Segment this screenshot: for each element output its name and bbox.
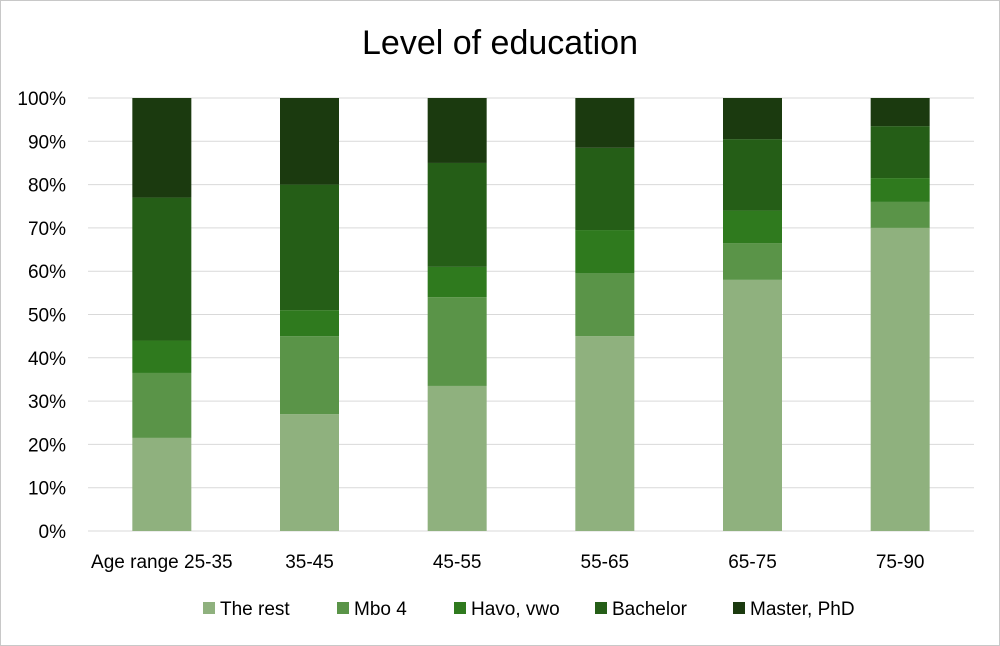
x-tick-label: 35-45 bbox=[285, 552, 334, 573]
bar-segment bbox=[723, 210, 782, 244]
x-tick-label: 45-55 bbox=[433, 552, 482, 573]
bar-segment bbox=[575, 230, 635, 274]
y-tick-label: 30% bbox=[28, 392, 66, 413]
bar-segment bbox=[427, 385, 487, 531]
bar-segment bbox=[132, 197, 192, 341]
y-tick-label: 20% bbox=[28, 435, 66, 456]
bar-segment bbox=[870, 227, 930, 531]
y-axis-ticks: 0% 10% 20% 30% 40% 50% 60% 70% 80% 90% 100% bbox=[17, 89, 66, 543]
y-tick-label: 10% bbox=[28, 479, 66, 500]
legend-label: Mbo 4 bbox=[354, 599, 407, 620]
legend-swatch bbox=[733, 602, 745, 614]
y-tick-label: 100% bbox=[17, 89, 66, 110]
bar-segment bbox=[723, 98, 782, 140]
bar-segment bbox=[427, 162, 487, 267]
bar-segment bbox=[575, 98, 635, 148]
x-tick-label: 75-90 bbox=[876, 552, 925, 573]
legend-label: Bachelor bbox=[612, 599, 688, 620]
y-tick-label: 80% bbox=[28, 176, 66, 197]
bar-segment bbox=[427, 266, 487, 298]
y-tick-label: 0% bbox=[39, 522, 67, 543]
bar-segment bbox=[132, 437, 192, 531]
x-tick-label: 55-65 bbox=[581, 552, 630, 573]
legend-swatch bbox=[337, 602, 349, 614]
legend-label: Havo, vwo bbox=[471, 599, 560, 620]
bar-segment bbox=[280, 310, 339, 337]
bar-segment bbox=[723, 243, 782, 280]
bar-segment bbox=[427, 297, 487, 386]
bar-segment bbox=[280, 184, 339, 311]
legend: The rest Mbo 4 Havo, vwo Bachelor Master, Ph… bbox=[203, 599, 855, 620]
bar-segment bbox=[132, 98, 192, 198]
y-tick-label: 40% bbox=[28, 349, 66, 370]
bar-segment bbox=[575, 273, 635, 337]
bar-segment bbox=[723, 139, 782, 211]
bar-segment bbox=[575, 147, 635, 231]
bar-segment bbox=[870, 98, 930, 127]
chart-title: Level of education bbox=[362, 24, 638, 62]
bar-segment bbox=[280, 414, 339, 531]
legend-swatch bbox=[203, 602, 215, 614]
bar-segment bbox=[280, 98, 339, 185]
grid-lines bbox=[88, 97, 974, 532]
bar-segment bbox=[132, 372, 192, 438]
bar-segment bbox=[132, 340, 192, 373]
bar-segment bbox=[575, 336, 635, 531]
y-tick-label: 70% bbox=[28, 219, 66, 240]
bars bbox=[132, 98, 930, 531]
x-tick-label: 65-75 bbox=[728, 552, 777, 573]
bar-segment bbox=[427, 98, 487, 163]
bar-segment bbox=[870, 201, 930, 228]
bar-segment bbox=[723, 279, 782, 531]
y-tick-label: 90% bbox=[28, 132, 66, 153]
legend-swatch bbox=[454, 602, 466, 614]
bar-segment bbox=[870, 178, 930, 202]
bar-segment bbox=[280, 336, 339, 415]
legend-label: Master, PhD bbox=[750, 599, 855, 620]
y-tick-label: 60% bbox=[28, 262, 66, 283]
x-axis-ticks: Age range 25-35 35-45 45-55 55-65 65-75 75-90 bbox=[91, 552, 924, 573]
legend-label: The rest bbox=[220, 599, 290, 620]
x-tick-label: Age range 25-35 bbox=[91, 552, 233, 573]
bar-segment bbox=[870, 126, 930, 179]
y-tick-label: 50% bbox=[28, 306, 66, 327]
legend-swatch bbox=[595, 602, 607, 614]
